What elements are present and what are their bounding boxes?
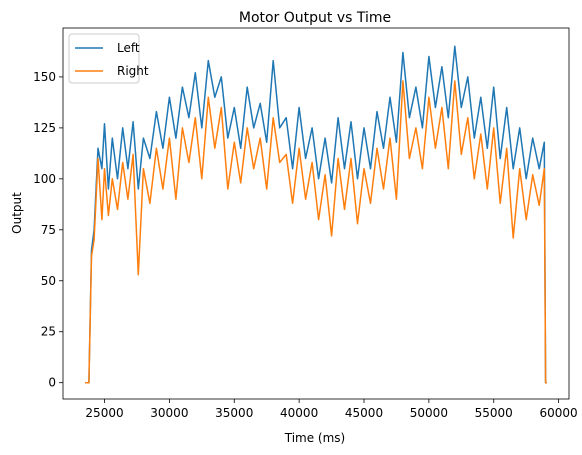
x-axis: 25000 30000 35000 40000 45000 50000 55000 60000 [85,399,578,420]
y-tick-label: 125 [33,121,56,135]
x-tick-label: 40000 [280,406,318,420]
series-line-right [85,80,547,384]
y-tick-label: 25 [41,325,56,339]
x-axis-label: Time (ms) [284,431,346,445]
x-tick-label: 50000 [410,406,448,420]
series-layer [85,45,547,384]
chart-title: Motor Output vs Time [239,10,391,26]
plot-area [62,27,570,400]
x-tick-label: 55000 [475,406,513,420]
legend-label-left: Left [117,41,140,55]
x-tick-label: 30000 [150,406,188,420]
y-tick-label: 50 [41,274,56,288]
x-tick-label: 35000 [215,406,253,420]
series-line-left [85,45,547,384]
x-tick-label: 25000 [85,406,123,420]
y-tick-label: 75 [41,223,56,237]
legend-label-right: Right [117,64,149,78]
y-axis-label: Output [10,192,24,234]
y-tick-label: 150 [33,70,56,84]
x-tick-label: 60000 [540,406,578,420]
y-tick-label: 100 [33,172,56,186]
legend: Left Right [68,33,149,84]
y-axis: 0 25 50 75 100 125 150 [33,70,63,390]
x-tick-label: 45000 [345,406,383,420]
y-tick-label: 0 [48,376,56,390]
plot-background [63,28,569,399]
plot-frame [62,27,570,400]
